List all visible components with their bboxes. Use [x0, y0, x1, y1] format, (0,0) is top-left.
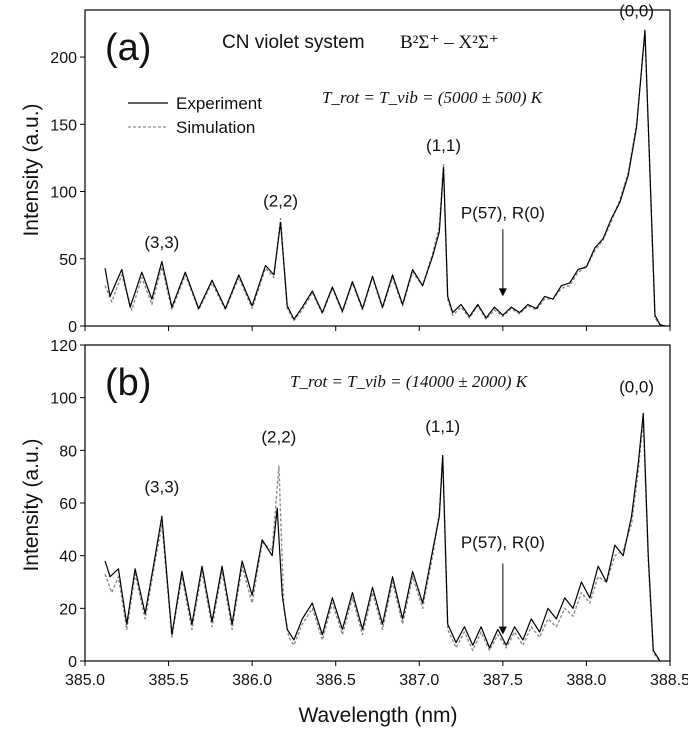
annotation-arrow-head	[498, 288, 507, 297]
x-axis-title: Wavelength (nm)	[298, 704, 457, 727]
series-line-simulation-b	[104, 418, 661, 662]
peak-annotation: (1,1)	[426, 136, 461, 155]
peak-annotation: P(57), R(0)	[461, 203, 545, 222]
panel-a-temperature: T_rot = T_vib = (5000 ± 500) K	[322, 88, 544, 107]
y-axis-title-b: Intensity (a.u.)	[20, 438, 43, 571]
panel-b-label: (b)	[105, 362, 151, 404]
panel-b-plot: (3,3) (2,2) (1,1) (0,0) P(57), R(0)	[104, 377, 661, 662]
panel-a-axes: 0 50 100 150 200	[50, 50, 671, 336]
panel-a-transition: B²Σ⁺ – X²Σ⁺	[400, 32, 499, 53]
x-tick-label: 385.5	[149, 672, 189, 689]
y-tick-label: 100	[50, 391, 77, 408]
y-tick-label: 200	[50, 50, 77, 67]
y-tick-label: 60	[59, 496, 77, 513]
peak-annotation: (3,3)	[144, 233, 179, 252]
peak-annotation: (1,1)	[425, 417, 460, 436]
x-tick-label: 386.0	[232, 672, 272, 689]
x-tick-label: 388.0	[566, 672, 606, 689]
y-tick-label: 0	[68, 654, 77, 671]
panel-b-axes: 0 20 40 60 80 100 120 385.0 385.5 386.0 386.5 387.0…	[50, 338, 688, 689]
y-tick-label: 120	[50, 338, 77, 355]
panel-a-label: (a)	[105, 27, 151, 69]
y-tick-label: 0	[68, 319, 77, 336]
peak-annotation: P(57), R(0)	[461, 533, 545, 552]
panel-b-temperature: T_rot = T_vib = (14000 ± 2000) K	[290, 372, 529, 391]
x-tick-label: 387.0	[399, 672, 439, 689]
panel-a-plot: (3,3) (2,2) (1,1) (0,0) P(57), R(0)	[104, 2, 666, 327]
peak-annotation: (2,2)	[263, 191, 298, 210]
peak-annotation: (0,0)	[619, 377, 654, 396]
peak-annotation: (2,2)	[261, 427, 296, 446]
x-tick-label: 386.5	[316, 672, 356, 689]
panel-a-frame	[84, 9, 671, 327]
y-tick-label: 40	[59, 549, 77, 566]
series-line-experiment-b	[104, 412, 661, 662]
y-tick-label: 150	[50, 117, 77, 134]
series-line-experiment-a	[104, 29, 666, 327]
x-tick-label: 387.5	[483, 672, 523, 689]
legend-label-experiment: Experiment	[176, 94, 262, 113]
legend: Experiment Simulation	[128, 94, 262, 137]
annotation-arrow-head	[498, 626, 507, 635]
panel-a-title: CN violet system	[222, 32, 365, 53]
x-tick-label: 388.5	[650, 672, 688, 689]
y-tick-label: 50	[59, 252, 77, 269]
peak-annotation: (0,0)	[619, 2, 654, 21]
y-tick-label: 20	[59, 601, 77, 618]
peak-annotation: (3,3)	[144, 477, 179, 496]
y-tick-label: 80	[59, 443, 77, 460]
y-axis-title-a: Intensity (a.u.)	[20, 103, 43, 236]
legend-label-simulation: Simulation	[176, 118, 255, 137]
y-tick-label: 100	[50, 185, 77, 202]
x-tick-label: 385.0	[65, 672, 105, 689]
